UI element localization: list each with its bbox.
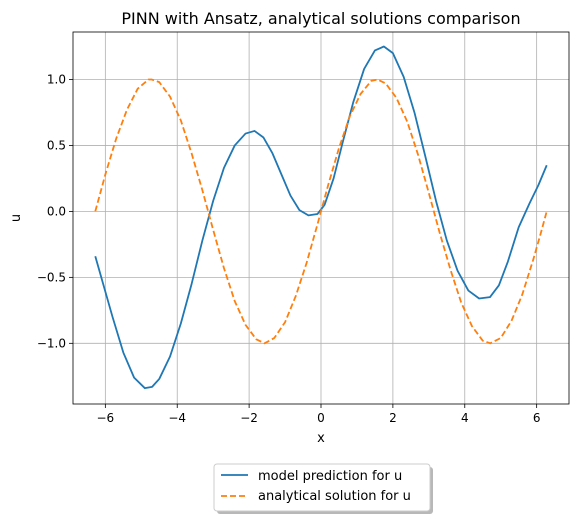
x-axis: −6 −4 −2 0 2 4 6 <box>96 404 540 425</box>
y-axis: −1.0 −0.5 0.0 0.5 1.0 <box>37 72 73 350</box>
y-tick-label: −1.0 <box>37 336 66 350</box>
chart-title: PINN with Ansatz, analytical solutions c… <box>121 9 520 28</box>
y-tick-label: −0.5 <box>37 270 66 284</box>
x-tick-label: 0 <box>317 411 325 425</box>
legend: model prediction for u analytical soluti… <box>213 463 433 514</box>
y-axis-label: u <box>9 214 24 222</box>
legend-label-analytical: analytical solution for u <box>258 489 411 504</box>
x-tick-label: 4 <box>461 411 469 425</box>
y-tick-label: 1.0 <box>47 72 66 86</box>
legend-box <box>213 463 431 512</box>
y-tick-label: 0.0 <box>47 204 66 218</box>
y-tick-label: 0.5 <box>47 138 66 152</box>
x-tick-label: 6 <box>533 411 541 425</box>
x-axis-label: x <box>317 431 325 446</box>
x-tick-label: 2 <box>389 411 397 425</box>
series-line-analytical <box>94 78 548 345</box>
x-tick-label: −6 <box>96 411 114 425</box>
x-tick-label: −4 <box>168 411 186 425</box>
series-layer <box>94 45 548 390</box>
x-tick-label: −2 <box>240 411 258 425</box>
grid <box>73 32 569 404</box>
legend-label-model: model prediction for u <box>258 469 402 484</box>
